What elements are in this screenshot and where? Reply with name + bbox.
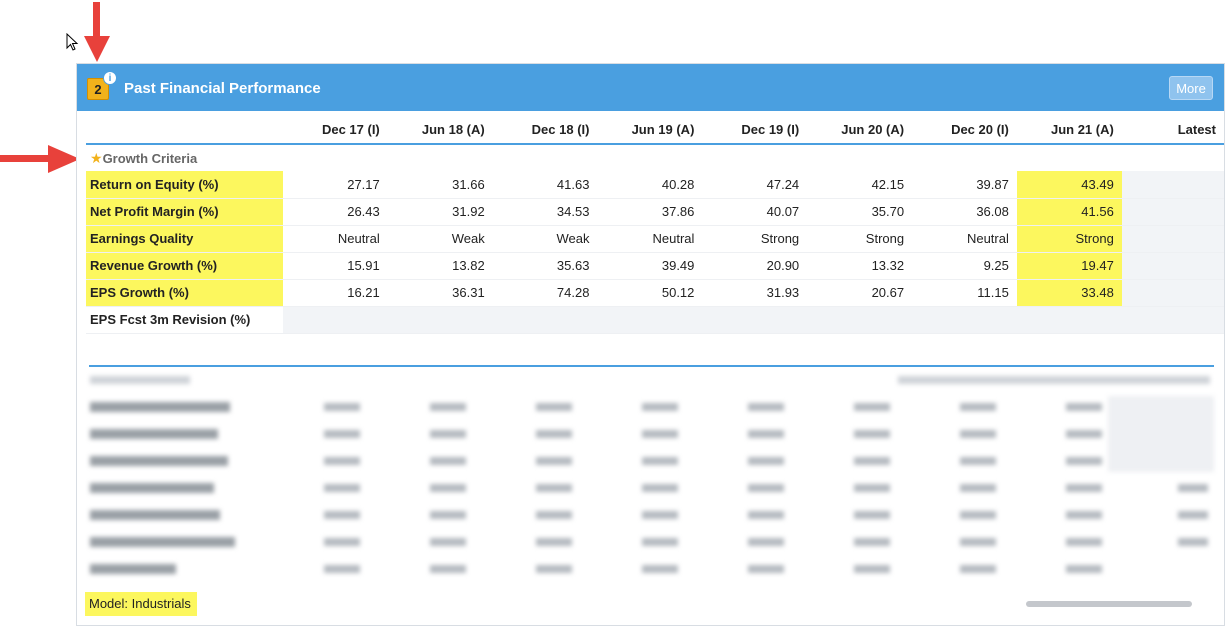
table-cell: Neutral — [283, 225, 388, 253]
row-label: EPS Growth (%) — [86, 279, 283, 307]
table-cell: 15.91 — [283, 252, 388, 280]
table-cell: 11.15 — [912, 279, 1017, 307]
table-cell: 40.28 — [597, 171, 703, 199]
column-header: Jun 21 (A) — [1016, 116, 1122, 145]
red-arrow-down-icon — [84, 2, 110, 62]
info-icon[interactable]: i — [103, 71, 117, 85]
section-title: Growth Criteria — [102, 150, 198, 166]
star-icon: ★ — [90, 149, 103, 166]
blurred-income-section — [90, 376, 1214, 574]
table-cell: Weak — [387, 225, 493, 253]
table-cell: 33.48 — [1016, 279, 1122, 307]
column-header: Dec 20 (I) — [912, 116, 1017, 145]
section-divider — [89, 365, 1214, 367]
table-row: Revenue Growth (%) 15.91 13.82 35.63 39.… — [86, 252, 1224, 280]
row-label: Return on Equity (%) — [86, 171, 283, 199]
column-header: Jun 19 (A) — [597, 116, 703, 145]
table-cell: 13.82 — [387, 252, 493, 280]
table-row: EPS Growth (%) 16.21 36.31 74.28 50.12 3… — [86, 279, 1224, 307]
column-header: Dec 18 (I) — [492, 116, 598, 145]
table-row: Net Profit Margin (%) 26.43 31.92 34.53 … — [86, 198, 1224, 226]
table-cell — [807, 306, 913, 334]
section-row-growth-criteria: ★Growth Criteria — [86, 144, 1224, 171]
table-cell — [1121, 171, 1224, 199]
table-header-row: Dec 17 (I) Jun 18 (A) Dec 18 (I) Jun 19 … — [86, 116, 1224, 145]
table-cell — [387, 306, 493, 334]
table-cell: 20.90 — [702, 252, 808, 280]
row-label: Revenue Growth (%) — [86, 252, 283, 280]
section-number-badge[interactable]: 2 — [87, 78, 109, 100]
table-cell: 27.17 — [283, 171, 388, 199]
table-cell: 41.56 — [1016, 198, 1122, 226]
past-financial-performance-panel: 2 i Past Financial Performance More Dec … — [76, 63, 1225, 626]
column-header: Dec 17 (I) — [283, 116, 388, 145]
table-cell: Strong — [702, 225, 808, 253]
table-cell: 36.31 — [387, 279, 493, 307]
table-row: EPS Fcst 3m Revision (%) — [86, 306, 1224, 334]
column-header: Jun 20 (A) — [807, 116, 913, 145]
table-cell: 37.86 — [597, 198, 703, 226]
table-cell: Strong — [1016, 225, 1122, 253]
table-cell: 9.25 — [912, 252, 1017, 280]
table-cell: 35.63 — [492, 252, 598, 280]
table-cell — [1121, 279, 1224, 307]
table-cell: 13.32 — [807, 252, 913, 280]
table-cell: 47.24 — [702, 171, 808, 199]
header-label-cell — [86, 116, 283, 145]
table-cell: 41.63 — [492, 171, 598, 199]
table-cell — [283, 306, 388, 334]
horizontal-scrollbar[interactable] — [1026, 601, 1192, 607]
row-label: Net Profit Margin (%) — [86, 198, 283, 226]
table-cell: 40.07 — [702, 198, 808, 226]
column-header: Jun 18 (A) — [387, 116, 493, 145]
table-cell: 31.92 — [387, 198, 493, 226]
table-cell: 74.28 — [492, 279, 598, 307]
table-cell: 43.49 — [1016, 171, 1122, 199]
table-cell: 16.21 — [283, 279, 388, 307]
model-label: Model: Industrials — [85, 592, 197, 616]
table-cell: 34.53 — [492, 198, 598, 226]
table-cell — [1016, 306, 1122, 334]
table-row: Return on Equity (%) 27.17 31.66 41.63 4… — [86, 171, 1224, 199]
table-cell: Neutral — [597, 225, 703, 253]
table-cell — [702, 306, 808, 334]
table-cell: 26.43 — [283, 198, 388, 226]
column-header: Latest — [1121, 116, 1224, 145]
table-cell: 20.67 — [807, 279, 913, 307]
row-label: EPS Fcst 3m Revision (%) — [86, 306, 283, 334]
table-cell: 31.93 — [702, 279, 808, 307]
more-button[interactable]: More — [1169, 76, 1213, 100]
table-cell — [1121, 225, 1224, 253]
table-cell — [597, 306, 703, 334]
table-cell — [912, 306, 1017, 334]
table-cell: 19.47 — [1016, 252, 1122, 280]
table-cell: 50.12 — [597, 279, 703, 307]
table-cell: Weak — [492, 225, 598, 253]
table-cell — [1121, 306, 1224, 334]
table-cell: 36.08 — [912, 198, 1017, 226]
table-cell — [1121, 198, 1224, 226]
table-cell: Neutral — [912, 225, 1017, 253]
table-cell — [492, 306, 598, 334]
row-label: Earnings Quality — [86, 225, 283, 253]
panel-header: 2 i Past Financial Performance More — [77, 64, 1224, 111]
table-cell: 42.15 — [807, 171, 913, 199]
financial-table: Dec 17 (I) Jun 18 (A) Dec 18 (I) Jun 19 … — [86, 116, 1224, 334]
table-cell: 35.70 — [807, 198, 913, 226]
table-cell: 39.87 — [912, 171, 1017, 199]
table-cell: 39.49 — [597, 252, 703, 280]
table-row: Earnings Quality Neutral Weak Weak Neutr… — [86, 225, 1224, 253]
table-cell: Strong — [807, 225, 913, 253]
red-arrow-right-icon — [0, 145, 80, 173]
table-cell: 31.66 — [387, 171, 493, 199]
panel-title: Past Financial Performance — [124, 80, 321, 97]
mouse-cursor-icon — [66, 33, 79, 51]
table-cell — [1121, 252, 1224, 280]
column-header: Dec 19 (I) — [702, 116, 808, 145]
